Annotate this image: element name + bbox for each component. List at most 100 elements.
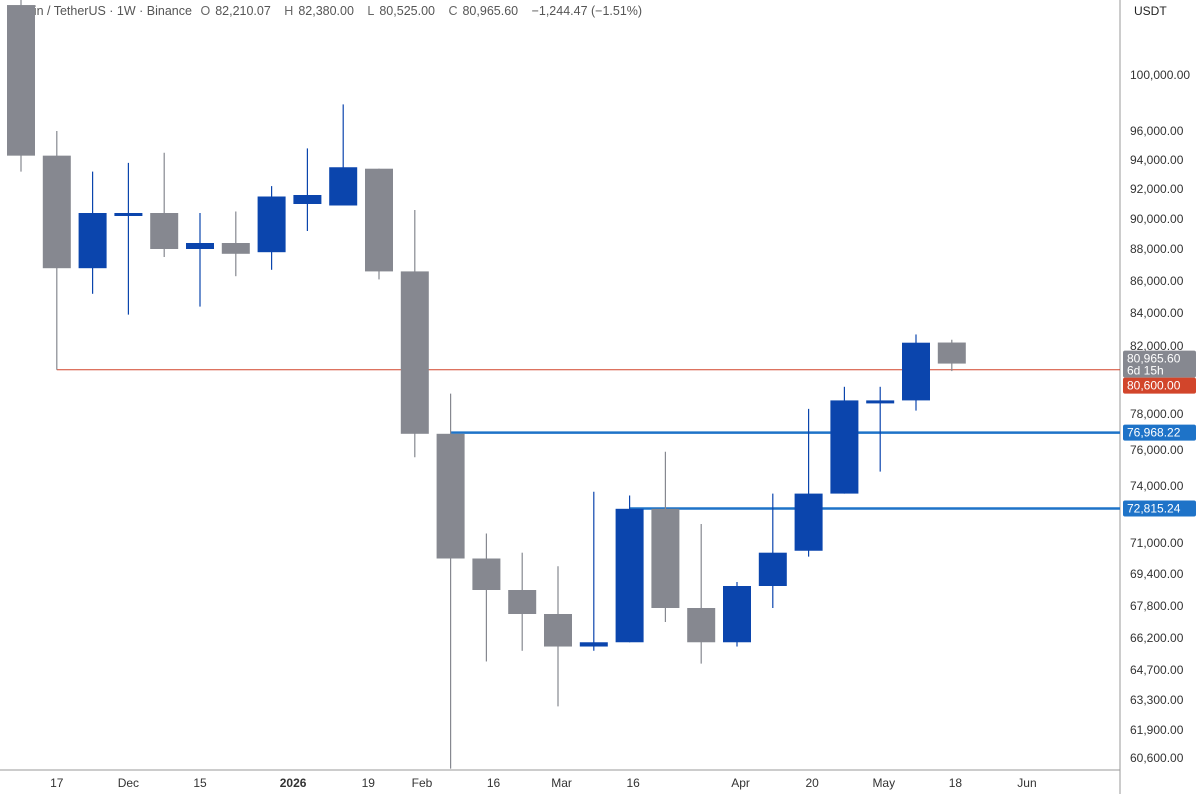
candle[interactable] [830, 386, 859, 494]
y-tick-label: 100,000.00 [1130, 68, 1190, 82]
candle-body[interactable] [293, 195, 322, 204]
candle[interactable] [365, 168, 393, 280]
ohlc-high: H 82,380.00 [284, 4, 354, 18]
candle[interactable] [472, 533, 501, 662]
candle-body[interactable] [794, 493, 823, 551]
level-price-tag: 72,815.24 [1123, 500, 1196, 517]
candle[interactable] [114, 162, 143, 315]
candle-body[interactable] [365, 168, 393, 272]
candle[interactable] [78, 171, 107, 294]
candle[interactable] [937, 339, 966, 372]
candle[interactable] [7, 0, 35, 172]
candle[interactable] [436, 393, 465, 769]
candle[interactable] [42, 131, 71, 370]
x-tick-label: Mar [551, 776, 572, 790]
x-tick-label: 18 [949, 776, 963, 790]
x-tick-label: 19 [362, 776, 376, 790]
candle[interactable] [544, 566, 572, 707]
x-axis-labels[interactable]: 17 Dec 15 2026 19 Feb 16 Mar 16 Apr 20 May 18 Jun [50, 776, 1037, 790]
candle-body[interactable] [758, 552, 787, 586]
candle-body[interactable] [257, 196, 286, 253]
ohlc-low: L 80,525.00 [367, 4, 435, 18]
candle[interactable] [186, 213, 214, 307]
ohlc-open: O 82,210.07 [200, 4, 271, 18]
candle[interactable] [902, 334, 930, 411]
candle-body[interactable] [329, 167, 358, 206]
candle[interactable] [579, 491, 608, 651]
candle-countdown: 6d 15h [1127, 364, 1164, 378]
candle[interactable] [293, 148, 322, 231]
level-price-tag-bg [1123, 377, 1196, 394]
candles[interactable] [7, 0, 966, 769]
candle-body[interactable] [508, 590, 537, 614]
y-tick-label: 84,000.00 [1130, 306, 1184, 320]
candle[interactable] [866, 386, 895, 472]
candle-body[interactable] [78, 213, 107, 269]
y-tick-label: 94,000.00 [1130, 153, 1184, 167]
x-tick-label: May [872, 776, 895, 790]
y-tick-label: 88,000.00 [1130, 242, 1184, 256]
level-price-value: 76,968.22 [1127, 426, 1181, 440]
x-tick-label: Dec [118, 776, 139, 790]
x-tick-label: 16 [487, 776, 501, 790]
candle[interactable] [687, 524, 716, 664]
candle-body[interactable] [615, 508, 644, 643]
y-tick-label: 60,600.00 [1130, 751, 1184, 765]
candle-body[interactable] [651, 508, 680, 608]
candle[interactable] [150, 152, 179, 257]
x-tick-label: 16 [627, 776, 641, 790]
last-price-tag-bg [1123, 350, 1196, 378]
candle-body[interactable] [186, 243, 214, 249]
x-tick-label: 20 [806, 776, 820, 790]
level-price-value: 72,815.24 [1127, 502, 1181, 516]
candle[interactable] [221, 211, 250, 277]
candle[interactable] [723, 582, 751, 647]
level-price-value: 80,600.00 [1127, 379, 1181, 393]
candle-body[interactable] [830, 400, 859, 494]
y-tick-label: 67,800.00 [1130, 599, 1184, 613]
level-price-tag: 76,968.22 [1123, 424, 1196, 441]
symbol-title: Bitcoin / TetherUS · 1W · Binance [6, 4, 192, 18]
candle[interactable] [758, 493, 787, 608]
candle-body[interactable] [400, 271, 429, 434]
candle[interactable] [400, 210, 429, 458]
candle-body[interactable] [866, 400, 895, 404]
candle[interactable] [651, 451, 680, 622]
y-axis-labels[interactable]: 100,000.00 96,000.00 94,000.00 92,000.00 90,… [1130, 68, 1190, 765]
candle-body[interactable] [42, 155, 71, 269]
y-tick-label: 61,900.00 [1130, 723, 1184, 737]
x-tick-label: Feb [412, 776, 433, 790]
candle[interactable] [508, 552, 537, 651]
y-tick-label: 78,000.00 [1130, 407, 1184, 421]
last-price-value: 80,965.60 [1127, 352, 1181, 366]
candle-body[interactable] [937, 342, 966, 364]
candle-body[interactable] [436, 433, 465, 559]
x-tick-label: 17 [50, 776, 64, 790]
y-tick-label: 74,000.00 [1130, 479, 1184, 493]
candle-body[interactable] [579, 642, 608, 647]
currency-label[interactable]: USDT [1134, 4, 1167, 18]
candle-body[interactable] [221, 243, 250, 254]
candle-body[interactable] [114, 213, 143, 216]
candle[interactable] [794, 408, 823, 557]
candle-body[interactable] [472, 558, 501, 591]
x-tick-label: Apr [731, 776, 750, 790]
x-tick-label: 2026 [280, 776, 307, 790]
price-change: −1,244.47 (−1.51%) [531, 4, 643, 18]
level-lines [56, 369, 1120, 510]
candle-body[interactable] [544, 614, 572, 647]
candle[interactable] [257, 186, 286, 270]
y-tick-label: 64,700.00 [1130, 663, 1184, 677]
level-price-tag-bg [1123, 424, 1196, 441]
candle[interactable] [329, 104, 358, 206]
candle-body[interactable] [723, 586, 751, 643]
candle-body[interactable] [150, 213, 179, 249]
candle-body[interactable] [7, 5, 35, 156]
candle[interactable] [615, 495, 644, 643]
level-price-tag-bg [1123, 500, 1196, 517]
candle-body[interactable] [687, 608, 716, 643]
candle-body[interactable] [902, 342, 930, 401]
y-tick-label: 63,300.00 [1130, 693, 1184, 707]
